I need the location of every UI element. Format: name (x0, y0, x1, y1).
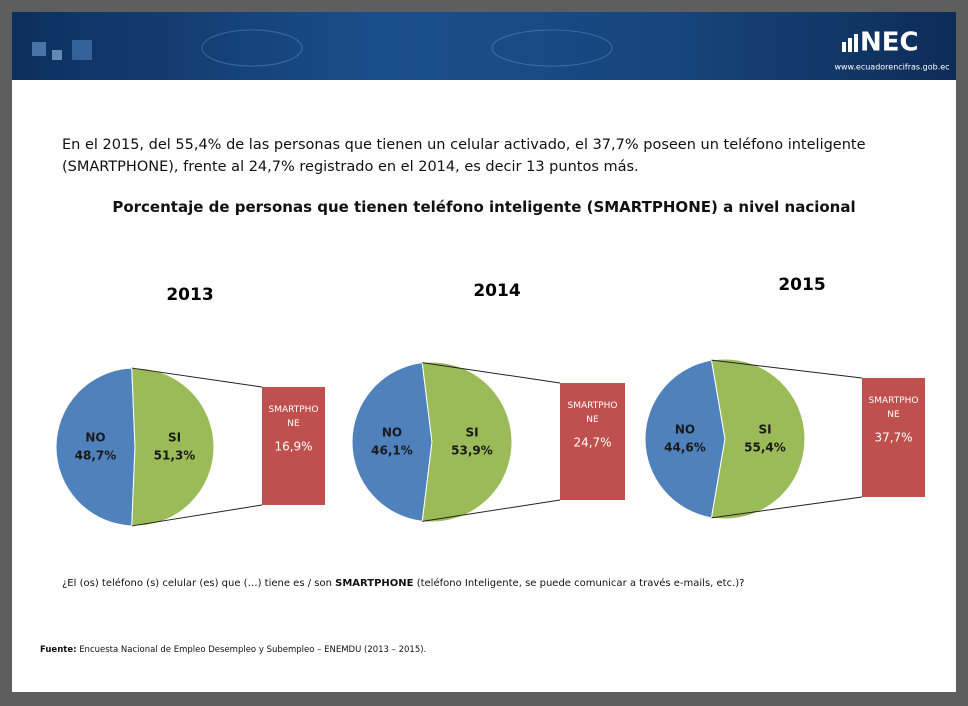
banner-art: NEC www.ecuadorencifras.gob.ec (32, 28, 950, 72)
slice-value: 48,7% (75, 449, 117, 463)
pie-title: 2013 (166, 285, 213, 305)
logo-bar (848, 38, 852, 52)
logo: NEC (860, 28, 919, 58)
connector (711, 496, 863, 519)
pie-slice (55, 367, 136, 527)
slice-label: SI (465, 426, 478, 440)
slice-label: NO (85, 431, 105, 445)
connector (422, 362, 561, 384)
slice-value: 51,3% (154, 449, 196, 463)
charts: 2013 NO 48,7% SI 51,3% SMARTPHONE 16,9% 2014 NO 4… (55, 275, 925, 527)
breakout-label-box: SMARTPHONE (567, 401, 618, 425)
pie-title: 2015 (778, 275, 825, 295)
deco (491, 29, 613, 67)
source-text: Encuesta Nacional de Empleo Desempleo y … (79, 645, 427, 655)
pie-slice (421, 361, 513, 523)
note-bold: SMARTPHONE (335, 578, 414, 589)
connector (131, 504, 263, 527)
note-text: (teléfono Inteligente, se puede comunica… (416, 578, 745, 589)
banner: NEC www.ecuadorencifras.gob.ec (12, 12, 956, 80)
breakout-bar (262, 387, 325, 505)
deco (32, 42, 46, 56)
breakout-value: 24,7% (573, 436, 611, 450)
slice-label: SI (168, 431, 181, 445)
connector (131, 367, 263, 388)
breakout-bar (560, 383, 625, 500)
breakout-value: 37,7% (874, 431, 912, 445)
breakout-label-box: SMARTPHONE (268, 405, 319, 429)
pie-slice (131, 367, 215, 527)
breakout-bar (862, 378, 925, 497)
note-text: ¿El (os) teléfono (s) celular (es) que (… (62, 578, 332, 589)
heading: Porcentaje de personas que tienen teléfo… (112, 198, 856, 216)
breakout-label: SMARTPHONE (868, 396, 919, 420)
slice-label: NO (675, 423, 695, 437)
slice-label: SI (758, 423, 771, 437)
note: ¿El (os) teléfono (s) celular (es) que (… (62, 578, 745, 589)
source-label: Fuente: (40, 645, 77, 655)
slice-label: NO (382, 426, 402, 440)
pie-slice (644, 359, 726, 519)
deco (72, 40, 92, 60)
pie-title: 2014 (473, 281, 520, 301)
pie-slice (710, 358, 806, 520)
breakout-label: SMARTPHONE (567, 401, 618, 425)
logo-bar (854, 34, 858, 52)
source: Fuente: Encuesta Nacional de Empleo Dese… (40, 645, 426, 655)
breakout-value: 16,9% (274, 440, 312, 454)
slice-value: 55,4% (744, 441, 786, 455)
url: www.ecuadorencifras.gob.ec (834, 63, 949, 72)
connector (711, 359, 863, 379)
connector (422, 499, 561, 522)
slide: NEC www.ecuadorencifras.gob.ec En el 201… (12, 12, 956, 692)
slice-value: 53,9% (451, 444, 493, 458)
intro: En el 2015, del 55,4% de las personas qu… (62, 137, 866, 175)
deco (52, 50, 62, 60)
slice-value: 44,6% (664, 441, 706, 455)
breakout-label: SMARTPHONE (268, 405, 319, 429)
logo-bar (842, 42, 846, 52)
slice-value: 46,1% (371, 444, 413, 458)
pie-slice (351, 362, 433, 522)
breakout-label-box: SMARTPHONE (868, 396, 919, 420)
deco (201, 29, 303, 67)
